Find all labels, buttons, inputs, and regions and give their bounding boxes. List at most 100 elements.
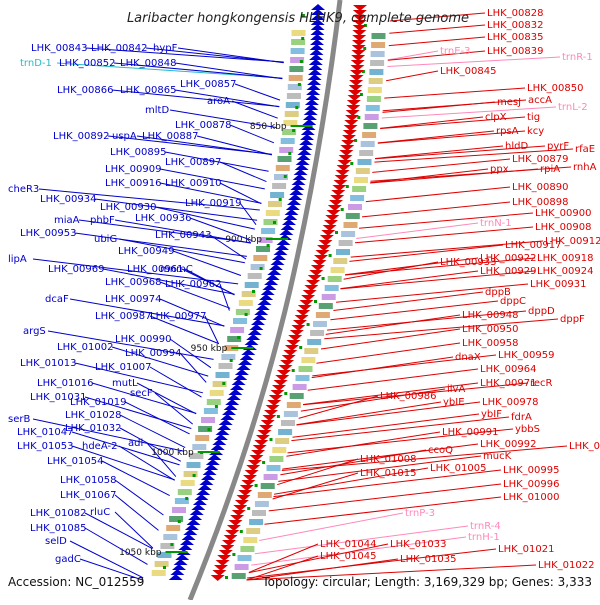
feature-band-left (291, 39, 306, 45)
feature-band-right (281, 420, 295, 426)
leader-line-left (149, 315, 219, 345)
leader-line-right (246, 564, 537, 581)
gene-label-left: secF (130, 388, 153, 399)
gene-arrow-forward (220, 414, 235, 420)
gene-label-right: LHK_00931 (530, 279, 586, 290)
gene-arrow-reverse (286, 340, 301, 346)
gene-arrow-forward (218, 419, 233, 425)
gene-label-left: LHK_00878 (175, 120, 231, 131)
gene-label-left: trnD-1 (20, 58, 52, 69)
feature-band-left (291, 30, 306, 36)
gene-arrow-reverse (294, 315, 309, 321)
gene-arrow-forward (306, 89, 321, 95)
gene-arrow-forward (260, 289, 275, 295)
leader-line-left (74, 232, 247, 257)
gene-arrow-reverse (267, 400, 282, 406)
feature-band-right (341, 231, 356, 237)
feature-band-right (266, 465, 281, 471)
gene-label-left: LHK_00974 (105, 294, 161, 305)
gene-label-right: LHK_00879 (512, 154, 568, 165)
feature-band-left (163, 534, 178, 540)
gene-arrow-reverse (238, 490, 253, 496)
gene-arrow-forward (306, 84, 321, 90)
leader-line-right (384, 87, 526, 99)
gene-arrow-reverse (255, 435, 270, 441)
gene-arrow-reverse (343, 125, 358, 131)
gene-label-right: ilvA (447, 384, 465, 395)
gene-label-right: LHK_00900 (535, 208, 591, 219)
gene-label-left: LHK_01016 (37, 378, 93, 389)
gene-label-left: LHK_01031 (30, 392, 86, 403)
leader-line-left (136, 135, 272, 156)
leader-line-right (268, 483, 502, 512)
feature-marker (259, 267, 263, 270)
leader-line-right (320, 328, 461, 350)
feature-band-right (246, 528, 261, 534)
gene-label-left: LHK_00843 (31, 43, 87, 54)
gene-label-left: LHK_01032 (65, 423, 121, 434)
gene-arrow-reverse (289, 330, 304, 336)
leader-line-right (387, 50, 486, 61)
gene-arrow-reverse (345, 115, 359, 121)
gene-arrow-forward (300, 129, 315, 135)
feature-band-right (263, 474, 278, 480)
feature-band-right (343, 222, 358, 228)
leader-line-right (388, 36, 486, 47)
gene-label-right: trnL-2 (558, 102, 588, 113)
leader-line-right (246, 558, 399, 581)
gene-label-right: LHK_00933 (440, 257, 496, 268)
gene-arrow-reverse (321, 230, 336, 236)
kbp-tick-label: 1000 kbp (151, 448, 194, 458)
gene-arrow-reverse (249, 455, 264, 461)
gene-arrow-reverse (314, 255, 328, 261)
gene-label-right: LHK_00898 (512, 197, 568, 208)
feature-band-right (304, 348, 319, 354)
gene-label-left: mnmC (160, 264, 193, 275)
gene-arrow-reverse (251, 450, 266, 456)
gene-arrow-forward (234, 369, 249, 375)
gene-label-left: LHK_00919 (185, 198, 241, 209)
gene-arrow-reverse (228, 520, 243, 526)
gene-arrow-reverse (217, 555, 232, 561)
gene-arrow-forward (295, 159, 310, 165)
leader-line-left (91, 382, 197, 414)
gene-label-left: LHK_00852 (59, 58, 115, 69)
feature-band-right (237, 555, 252, 561)
leader-line-left (159, 182, 262, 204)
gene-arrow-forward (308, 69, 322, 75)
feature-marker (345, 185, 349, 188)
gene-arrow-reverse (336, 165, 351, 171)
gene-label-right: LHK_00835 (487, 32, 543, 43)
gene-label-right: LHK_00918 (537, 253, 593, 264)
gene-label-right: rnhA (573, 162, 597, 173)
gene-label-left: argS (23, 326, 46, 337)
gene-arrow-reverse (268, 395, 283, 401)
leader-line-left (79, 558, 143, 581)
gene-label-left: LHK_00987 (95, 311, 151, 322)
gene-label-left: gadC (55, 554, 81, 565)
gene-arrow-forward (285, 204, 300, 210)
feature-band-right (307, 339, 322, 345)
gene-arrow-forward (202, 469, 217, 475)
gene-label-left: LHK_01028 (65, 410, 121, 421)
leader-line-right (312, 354, 497, 377)
gene-label-right: trnN-1 (480, 218, 512, 229)
gene-arrow-forward (267, 269, 282, 275)
feature-band-right (231, 573, 246, 579)
gene-arrow-reverse (351, 45, 366, 51)
map-title: Laribacter hongkongensis HLHK9, complete… (127, 11, 469, 26)
gene-arrow-reverse (340, 145, 355, 151)
gene-arrow-forward (290, 184, 305, 190)
gene-label-right: ybIE (443, 397, 465, 408)
feature-band-left (166, 525, 181, 531)
feature-band-left (233, 318, 247, 324)
leader-line-left (219, 161, 267, 183)
gene-label-left: LHK_00909 (105, 164, 161, 175)
feature-band-left (288, 75, 303, 81)
feature-marker (283, 175, 287, 178)
feature-marker (262, 461, 266, 464)
gene-arrow-reverse (234, 500, 249, 506)
gene-arrow-reverse (312, 260, 327, 266)
leader-line-left (84, 512, 153, 550)
